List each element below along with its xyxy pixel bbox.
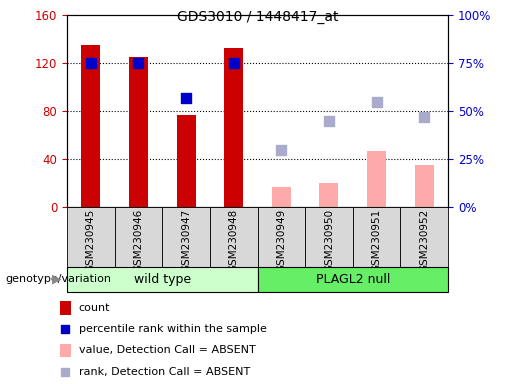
Bar — [224, 48, 243, 207]
Bar — [129, 57, 148, 207]
Bar — [60, 344, 71, 357]
Bar — [258, 207, 305, 267]
Text: GSM230949: GSM230949 — [277, 209, 286, 272]
Point — [61, 326, 69, 332]
Bar — [114, 207, 162, 267]
Bar — [81, 45, 100, 207]
Bar — [305, 207, 353, 267]
Text: count: count — [79, 303, 110, 313]
Point — [182, 95, 190, 101]
Bar — [162, 207, 210, 267]
Text: rank, Detection Call = ABSENT: rank, Detection Call = ABSENT — [79, 366, 250, 377]
Text: PLAGL2 null: PLAGL2 null — [316, 273, 390, 286]
Point — [420, 114, 428, 120]
Point — [277, 147, 285, 153]
Point — [134, 60, 143, 66]
Bar — [272, 187, 291, 207]
Text: ▶: ▶ — [52, 273, 62, 286]
Bar — [319, 184, 338, 207]
Point — [87, 60, 95, 66]
Bar — [67, 207, 115, 267]
Text: GDS3010 / 1448417_at: GDS3010 / 1448417_at — [177, 10, 338, 23]
Text: wild type: wild type — [134, 273, 191, 286]
Point — [325, 118, 333, 124]
Text: GSM230946: GSM230946 — [133, 209, 143, 272]
Bar — [177, 115, 196, 207]
Text: percentile rank within the sample: percentile rank within the sample — [79, 324, 267, 334]
Bar — [210, 207, 258, 267]
Bar — [367, 151, 386, 207]
Text: GSM230945: GSM230945 — [86, 209, 96, 272]
Point — [230, 60, 238, 66]
Text: value, Detection Call = ABSENT: value, Detection Call = ABSENT — [79, 345, 255, 356]
Text: GSM230947: GSM230947 — [181, 209, 191, 272]
Bar — [401, 207, 448, 267]
Text: genotype/variation: genotype/variation — [5, 274, 111, 285]
Bar — [415, 166, 434, 207]
Point — [372, 99, 381, 105]
Text: GSM230950: GSM230950 — [324, 209, 334, 272]
Bar — [258, 267, 448, 292]
Bar — [353, 207, 401, 267]
Bar — [60, 301, 71, 315]
Text: GSM230951: GSM230951 — [372, 209, 382, 272]
Text: GSM230952: GSM230952 — [419, 209, 429, 272]
Text: GSM230948: GSM230948 — [229, 209, 238, 272]
Bar — [67, 267, 258, 292]
Point — [61, 369, 69, 375]
